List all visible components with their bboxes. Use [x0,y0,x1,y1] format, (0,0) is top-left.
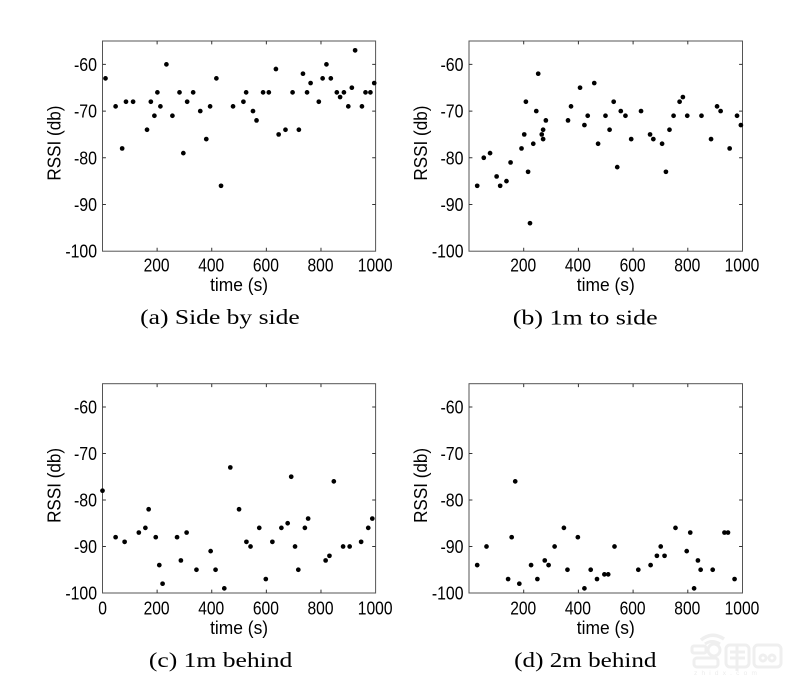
svg-text:RSSI (db): RSSI (db) [410,106,431,181]
svg-text:-80: -80 [74,490,97,511]
svg-text:(c) 1m behind: (c) 1m behind [149,648,293,672]
svg-text:1000: 1000 [358,597,393,618]
svg-text:-90: -90 [441,536,464,557]
svg-text:RSSI (db): RSSI (db) [410,448,431,523]
svg-text:-60: -60 [74,54,97,75]
svg-text:-60: -60 [441,397,464,418]
svg-text:-100: -100 [432,583,464,604]
svg-text:1000: 1000 [358,255,393,276]
svg-text:-70: -70 [74,443,97,464]
svg-text:-90: -90 [74,194,97,215]
svg-text:800: 800 [308,255,334,276]
svg-text:-100: -100 [65,583,97,604]
svg-text:-60: -60 [441,54,464,75]
svg-text:-80: -80 [441,490,464,511]
svg-text:-80: -80 [441,147,464,168]
svg-text:800: 800 [674,255,700,276]
svg-text:1000: 1000 [725,597,760,618]
svg-text:-100: -100 [432,241,464,262]
svg-text:800: 800 [674,597,700,618]
svg-text:200: 200 [144,597,170,618]
svg-text:600: 600 [253,597,279,618]
svg-text:200: 200 [510,597,536,618]
svg-text:400: 400 [198,255,224,276]
svg-text:time (s): time (s) [210,617,268,638]
svg-text:-90: -90 [74,536,97,557]
svg-text:-60: -60 [74,397,97,418]
svg-text:200: 200 [144,255,170,276]
svg-text:0: 0 [98,597,107,618]
svg-text:(b) 1m to side: (b) 1m to side [513,305,658,329]
svg-text:200: 200 [510,255,536,276]
svg-text:(d) 2m behind: (d) 2m behind [514,648,657,672]
svg-text:-70: -70 [441,101,464,122]
svg-text:(a) Side by side: (a) Side by side [140,305,300,329]
svg-text:RSSI (db): RSSI (db) [44,106,65,181]
svg-text:1000: 1000 [725,255,760,276]
svg-text:time (s): time (s) [577,617,635,638]
svg-text:400: 400 [565,255,591,276]
svg-text:RSSI (db): RSSI (db) [44,448,65,523]
svg-text:600: 600 [253,255,279,276]
svg-text:600: 600 [620,597,646,618]
svg-text:-70: -70 [441,443,464,464]
svg-text:time (s): time (s) [577,274,635,295]
svg-text:-100: -100 [65,241,97,262]
svg-text:-90: -90 [441,194,464,215]
svg-text:400: 400 [198,597,224,618]
svg-text:400: 400 [565,597,591,618]
svg-text:time (s): time (s) [210,274,268,295]
svg-text:600: 600 [620,255,646,276]
svg-text:zhidx.com: zhidx.com [694,670,761,677]
svg-text:800: 800 [308,597,334,618]
svg-text:-80: -80 [74,147,97,168]
svg-text:-70: -70 [74,101,97,122]
